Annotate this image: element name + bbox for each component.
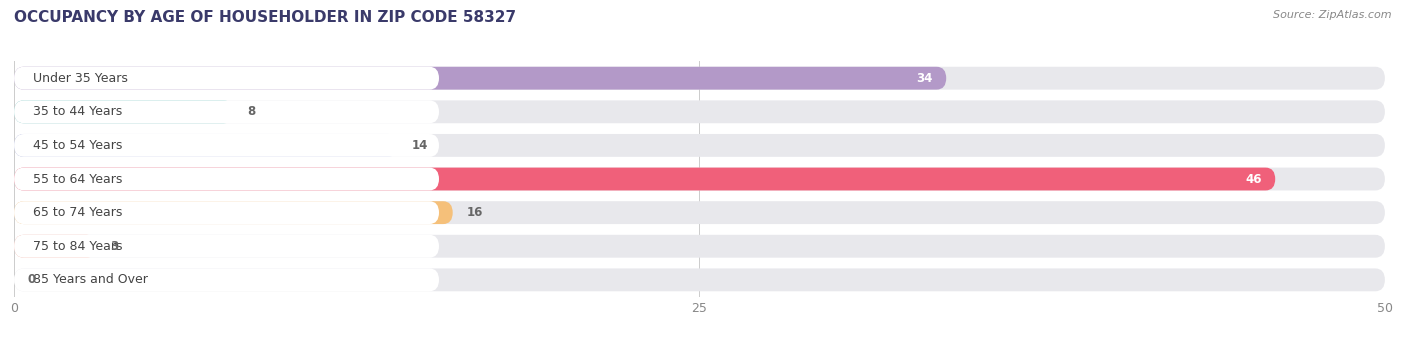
FancyBboxPatch shape bbox=[14, 201, 439, 224]
Text: 8: 8 bbox=[247, 105, 256, 118]
FancyBboxPatch shape bbox=[14, 201, 1385, 224]
FancyBboxPatch shape bbox=[14, 235, 439, 258]
FancyBboxPatch shape bbox=[14, 67, 1385, 90]
Text: 0: 0 bbox=[28, 273, 37, 286]
Text: 45 to 54 Years: 45 to 54 Years bbox=[34, 139, 122, 152]
Text: Under 35 Years: Under 35 Years bbox=[34, 72, 128, 85]
Text: 14: 14 bbox=[412, 139, 427, 152]
Text: 3: 3 bbox=[110, 240, 118, 253]
FancyBboxPatch shape bbox=[14, 201, 453, 224]
FancyBboxPatch shape bbox=[14, 134, 1385, 157]
Text: 16: 16 bbox=[467, 206, 482, 219]
FancyBboxPatch shape bbox=[14, 134, 398, 157]
Text: 75 to 84 Years: 75 to 84 Years bbox=[34, 240, 122, 253]
FancyBboxPatch shape bbox=[14, 134, 439, 157]
Text: 35 to 44 Years: 35 to 44 Years bbox=[34, 105, 122, 118]
FancyBboxPatch shape bbox=[14, 268, 1385, 291]
Text: 55 to 64 Years: 55 to 64 Years bbox=[34, 173, 122, 186]
Text: 65 to 74 Years: 65 to 74 Years bbox=[34, 206, 122, 219]
FancyBboxPatch shape bbox=[14, 100, 1385, 123]
Text: Source: ZipAtlas.com: Source: ZipAtlas.com bbox=[1274, 10, 1392, 20]
FancyBboxPatch shape bbox=[14, 67, 946, 90]
Text: 46: 46 bbox=[1246, 173, 1261, 186]
FancyBboxPatch shape bbox=[14, 235, 1385, 258]
Text: 85 Years and Over: 85 Years and Over bbox=[34, 273, 148, 286]
FancyBboxPatch shape bbox=[14, 167, 1275, 191]
FancyBboxPatch shape bbox=[14, 67, 439, 90]
FancyBboxPatch shape bbox=[14, 268, 439, 291]
FancyBboxPatch shape bbox=[14, 100, 233, 123]
Text: OCCUPANCY BY AGE OF HOUSEHOLDER IN ZIP CODE 58327: OCCUPANCY BY AGE OF HOUSEHOLDER IN ZIP C… bbox=[14, 10, 516, 25]
Text: 34: 34 bbox=[917, 72, 932, 85]
FancyBboxPatch shape bbox=[14, 167, 1385, 191]
FancyBboxPatch shape bbox=[14, 100, 439, 123]
FancyBboxPatch shape bbox=[14, 235, 96, 258]
FancyBboxPatch shape bbox=[14, 167, 439, 191]
